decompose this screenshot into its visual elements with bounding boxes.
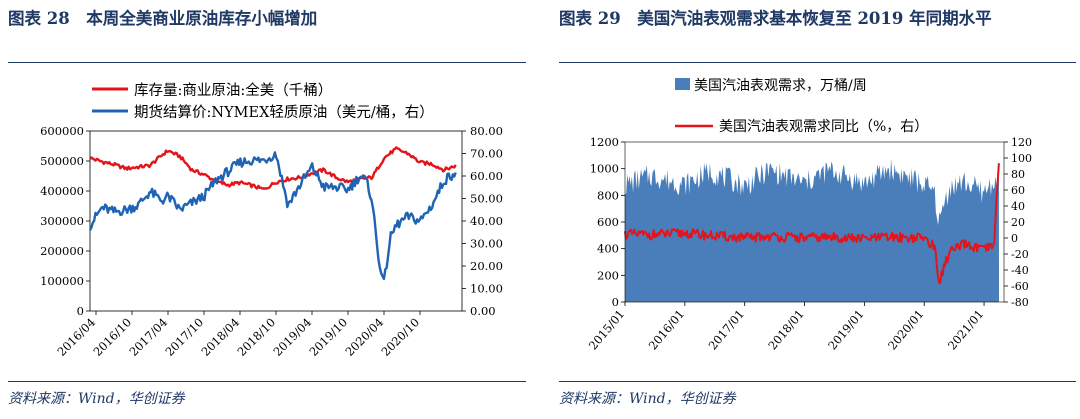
y-left-tick-label: 400000 bbox=[40, 184, 84, 198]
y-right-tick-label: 40.00 bbox=[470, 214, 503, 228]
source-rule bbox=[559, 381, 1076, 382]
legend-price: 期货结算价:NYMEX轻质原油（美元/桶，右） bbox=[134, 104, 434, 121]
y-right-tick-label: -60 bbox=[1011, 280, 1029, 293]
y-left-tick-label: 1200 bbox=[590, 135, 619, 149]
x-tick-label: 2016/10 bbox=[90, 315, 134, 359]
legend-inventory: 库存量:商业原油:全美（千桶） bbox=[134, 81, 332, 99]
x-tick-label: 2017/01 bbox=[706, 307, 747, 353]
y-left-tick-label: 600 bbox=[597, 215, 619, 229]
left-chart-panel: 图表 28 本周全美商业原油库存小幅增加 库存量:商业原油:全美（千桶） 期货结… bbox=[0, 0, 530, 419]
y-right-tick-label: 120 bbox=[1011, 136, 1032, 149]
y-left-tick-label: 600000 bbox=[40, 124, 84, 138]
x-tick-label: 2018/10 bbox=[234, 315, 278, 359]
legend-swatch-demand bbox=[675, 78, 690, 90]
x-tick-label: 2019/01 bbox=[825, 307, 866, 353]
x-tick-label: 2017/10 bbox=[162, 315, 206, 359]
right-chart-title: 图表 29 美国汽油表观需求基本恢复至 2019 年同期水平 bbox=[559, 9, 992, 28]
x-tick-label: 2016/04 bbox=[54, 315, 98, 359]
y-left-tick-label: 800 bbox=[597, 188, 619, 202]
demand-area bbox=[625, 158, 999, 302]
x-tick-label: 2019/04 bbox=[270, 315, 314, 359]
y-right-tick-label: 0.00 bbox=[470, 304, 496, 318]
y-right-tick-label: 0 bbox=[1011, 232, 1018, 245]
left-source-note: 资料来源：Wind，华创证券 bbox=[8, 391, 185, 407]
x-tick-label: 2018/04 bbox=[198, 315, 242, 359]
title-rule bbox=[8, 62, 526, 63]
y-right-tick-label: 10.00 bbox=[470, 282, 503, 296]
x-tick-label: 2017/04 bbox=[126, 315, 170, 359]
y-left-tick-label: 500000 bbox=[40, 154, 84, 168]
y-right-tick-label: 20 bbox=[1011, 216, 1025, 229]
y-right-tick-label: 30.00 bbox=[470, 237, 503, 251]
x-tick-label: 2018/01 bbox=[765, 307, 806, 353]
y-left-tick-label: 100000 bbox=[40, 274, 84, 288]
x-tick-label: 2015/01 bbox=[586, 307, 627, 353]
x-tick-label: 2020/04 bbox=[342, 315, 386, 359]
legend-demand: 美国汽油表观需求，万桶/周 bbox=[694, 78, 867, 94]
y-right-tick-label: 80.00 bbox=[470, 124, 503, 138]
gasoline-demand-chart: 美国汽油表观需求，万桶/周 美国汽油表观需求同比（%，右） 1200100080… bbox=[586, 78, 1032, 353]
y-right-tick-label: -20 bbox=[1011, 248, 1029, 261]
x-tick-label: 2020/10 bbox=[378, 315, 422, 359]
y-right-tick-label: 50.00 bbox=[470, 192, 503, 206]
inventory-series-line bbox=[89, 146, 457, 190]
x-tick-label: 2020/01 bbox=[885, 307, 926, 353]
legend-yoy: 美国汽油表观需求同比（%，右） bbox=[719, 119, 928, 135]
y-right-tick-label: 100 bbox=[1011, 152, 1032, 165]
y-right-tick-label: 60 bbox=[1011, 184, 1025, 197]
price-series-line bbox=[88, 151, 457, 281]
y-right-tick-label: 80 bbox=[1011, 168, 1025, 181]
y-right-tick-label: 40 bbox=[1011, 200, 1025, 213]
y-right-tick-label: -80 bbox=[1011, 296, 1029, 309]
inventory-price-chart: 库存量:商业原油:全美（千桶） 期货结算价:NYMEX轻质原油（美元/桶，右） … bbox=[40, 81, 503, 359]
right-source-note: 资料来源：Wind，华创证券 bbox=[559, 391, 736, 407]
y-left-tick-label: 400 bbox=[597, 242, 619, 256]
right-chart-panel: 图表 29 美国汽油表观需求基本恢复至 2019 年同期水平 美国汽油表观需求，… bbox=[553, 0, 1080, 419]
y-right-tick-label: -40 bbox=[1011, 264, 1029, 277]
x-tick-label: 2019/10 bbox=[306, 315, 350, 359]
left-chart-title: 图表 28 本周全美商业原油库存小幅增加 bbox=[8, 9, 318, 28]
y-left-tick-label: 200000 bbox=[40, 244, 84, 258]
y-right-tick-label: 60.00 bbox=[470, 169, 503, 183]
y-right-tick-label: 20.00 bbox=[470, 259, 503, 273]
y-left-tick-label: 200 bbox=[597, 268, 619, 282]
x-tick-label: 2016/01 bbox=[646, 307, 687, 353]
x-tick-label: 2021/01 bbox=[945, 307, 986, 353]
y-right-tick-label: 70.00 bbox=[470, 147, 503, 161]
yoy-series-line bbox=[624, 163, 1000, 285]
y-left-tick-label: 0 bbox=[77, 304, 84, 318]
source-rule bbox=[8, 381, 526, 382]
y-left-tick-label: 300000 bbox=[40, 214, 84, 228]
y-left-tick-label: 1000 bbox=[590, 162, 619, 176]
title-rule bbox=[559, 62, 1076, 63]
y-left-tick-label: 0 bbox=[612, 295, 619, 309]
